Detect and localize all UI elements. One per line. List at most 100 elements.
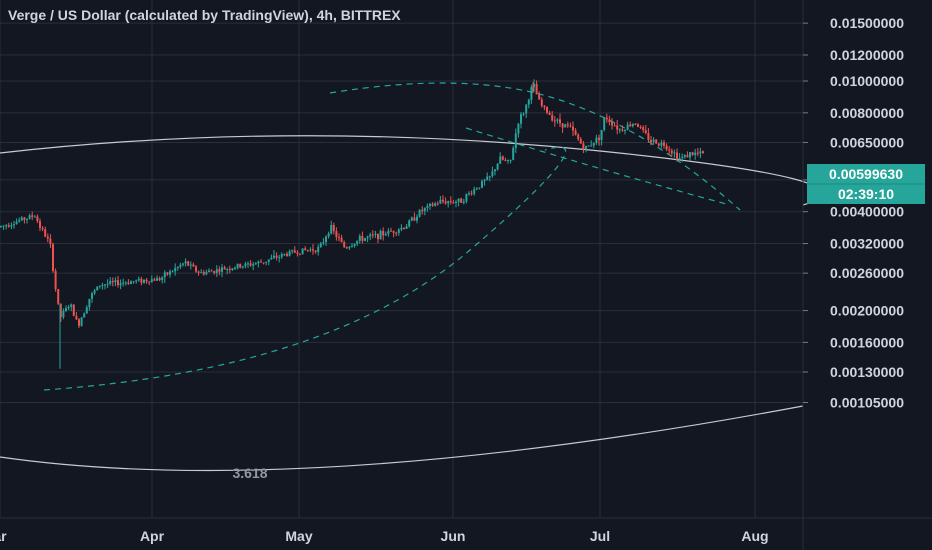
candle-body: [644, 130, 647, 134]
candle-body: [538, 94, 541, 100]
candle-body: [374, 233, 377, 235]
candle-body: [192, 264, 195, 267]
candle-body: [473, 189, 476, 194]
candle-body: [416, 216, 418, 221]
candle-body: [153, 279, 156, 281]
candle-body: [548, 112, 551, 115]
candle-body: [598, 137, 600, 140]
candle-body: [96, 286, 99, 291]
candle-body: [200, 272, 203, 274]
candle-body: [176, 266, 179, 269]
candle-body: [130, 281, 132, 285]
candle-body: [637, 124, 639, 127]
candle-body: [143, 279, 145, 283]
candle-body: [145, 279, 148, 282]
candle-body: [629, 124, 632, 127]
candle-body: [377, 233, 379, 240]
candle-body: [559, 119, 561, 124]
candle-body: [182, 263, 184, 265]
candle-body: [301, 248, 304, 255]
candle-body: [163, 272, 166, 278]
candle-body: [247, 263, 249, 265]
candle-body: [109, 281, 112, 284]
candle-body: [410, 217, 413, 221]
candle-body: [587, 145, 590, 147]
candle-body: [483, 179, 486, 182]
price-tick-label: 0.00105000: [830, 394, 904, 410]
candle-body: [455, 201, 457, 203]
price-tick-label: 0.01500000: [830, 15, 904, 31]
candle-body: [28, 215, 31, 219]
price-tick-label: 0.00160000: [830, 334, 904, 350]
candle-body: [665, 145, 668, 150]
candle-body: [135, 280, 138, 282]
candle-body: [655, 139, 658, 144]
candle-body: [330, 225, 333, 234]
candle-body: [608, 119, 611, 123]
candle-body: [353, 243, 356, 246]
candle-body: [553, 120, 556, 122]
candle-body: [5, 225, 8, 227]
candle-body: [67, 306, 70, 309]
candle-body: [517, 123, 520, 134]
candle-body: [478, 187, 481, 189]
candle-body: [595, 137, 598, 143]
candle-body: [218, 269, 221, 272]
candle-body: [312, 249, 314, 251]
candle-body: [104, 284, 106, 286]
candle-body: [15, 221, 18, 225]
candle-body: [52, 244, 54, 272]
candle-body: [26, 218, 28, 220]
candle-body: [421, 209, 424, 212]
candle-body: [72, 304, 75, 317]
candle-body: [525, 104, 528, 114]
candle-body: [444, 201, 447, 204]
candle-body: [494, 169, 496, 172]
candle-body: [364, 238, 366, 241]
time-tick-label: Jun: [441, 528, 466, 544]
candle-body: [481, 181, 483, 188]
price-tick-label: 0.01200000: [830, 47, 904, 63]
candle-body: [663, 142, 665, 146]
candle-body: [447, 201, 450, 204]
candle-body: [408, 220, 411, 227]
candle-body: [265, 261, 268, 263]
candle-body: [249, 263, 252, 266]
candle-body: [639, 126, 642, 128]
last-price-tag: 0.00599630 02:39:10: [807, 164, 925, 204]
price-tick-label: 0.00400000: [830, 204, 904, 220]
candle-body: [621, 129, 624, 131]
candle-body: [332, 225, 335, 232]
candle-body: [369, 234, 372, 237]
candle-body: [673, 152, 676, 154]
candle-body: [496, 163, 499, 170]
candle-body: [501, 156, 504, 160]
candle-body: [361, 236, 364, 241]
candle-body: [322, 242, 325, 244]
candle-body: [371, 234, 374, 236]
candle-body: [689, 152, 691, 158]
time-tick-label: ar: [0, 528, 7, 544]
candle-body: [161, 277, 164, 281]
candle-body: [338, 237, 340, 239]
candle-body: [49, 238, 52, 245]
candle-body: [387, 230, 390, 235]
candle-body: [91, 293, 93, 299]
candle-body: [231, 268, 234, 271]
candle-body: [488, 176, 491, 178]
candle-body: [234, 267, 236, 269]
candle-body: [314, 250, 317, 252]
candle-body: [187, 261, 190, 266]
time-axis[interactable]: ar Apr May Jun Jul Aug: [0, 528, 769, 544]
candle-body: [429, 203, 431, 206]
candle-body: [691, 152, 694, 156]
candle-body: [616, 125, 619, 130]
candle-body: [137, 278, 140, 281]
candle-body: [543, 105, 546, 107]
price-axis[interactable]: 0.01500000 0.01200000 0.01000000 0.00800000…: [803, 15, 904, 410]
candle-body: [642, 127, 645, 131]
candle-body: [114, 280, 117, 283]
candle-body: [452, 202, 455, 204]
candle-body: [356, 240, 359, 244]
